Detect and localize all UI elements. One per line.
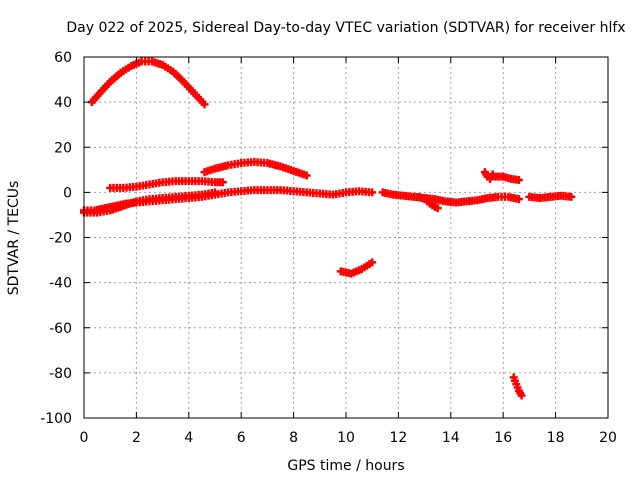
data-point (218, 178, 227, 187)
x-tick-label: 8 (289, 430, 298, 446)
data-point (433, 204, 442, 213)
x-tick-label: 10 (337, 430, 355, 446)
x-tick-label: 12 (389, 430, 407, 446)
series-arc-mid-hump (200, 157, 311, 180)
series-baseline-dip (415, 192, 442, 213)
x-tick-label: 4 (184, 430, 193, 446)
y-axis-label: SDTVAR / TECUs (6, 181, 22, 296)
x-tick-label: 20 (599, 430, 617, 446)
y-tick-label: -100 (40, 411, 72, 427)
data-point (514, 175, 523, 184)
x-tick-label: 14 (442, 430, 460, 446)
y-tick-label: 20 (54, 140, 72, 156)
data-series (80, 57, 576, 400)
chart-title: Day 022 of 2025, Sidereal Day-to-day VTE… (66, 20, 625, 36)
y-tick-label: 40 (54, 95, 72, 111)
data-point (368, 258, 377, 267)
series-baseline-far-right (525, 191, 576, 203)
x-tick-label: 6 (237, 430, 246, 446)
series-short-hook (480, 168, 523, 184)
data-point (368, 188, 377, 197)
data-point (211, 188, 219, 197)
y-tick-label: 60 (54, 50, 72, 66)
x-tick-label: 2 (132, 430, 141, 446)
x-tick-label: 16 (494, 430, 512, 446)
x-tick-label: 18 (547, 430, 565, 446)
x-axis-label: GPS time / hours (287, 458, 404, 474)
data-point (200, 100, 209, 109)
y-tick-label: -80 (49, 366, 72, 382)
axis-ticks: 0 2 4 6 8 10 12 14 16 18 20 -100 -80 -60 -40 -20 0 20 40 60 (40, 50, 617, 446)
series-arc-mid-left (106, 177, 227, 192)
y-tick-label: -60 (49, 321, 72, 337)
data-point (302, 171, 311, 180)
x-tick-label: 0 (80, 430, 89, 446)
series-baseline-right (378, 188, 523, 207)
series-low-drop (509, 373, 526, 400)
data-point (567, 192, 576, 201)
y-tick-label: 0 (63, 185, 72, 201)
y-tick-label: -40 (49, 276, 72, 292)
y-tick-label: -20 (49, 231, 72, 247)
series-low-arc (336, 258, 377, 278)
data-point (514, 195, 523, 204)
data-point (517, 391, 526, 400)
gridlines (84, 57, 608, 418)
